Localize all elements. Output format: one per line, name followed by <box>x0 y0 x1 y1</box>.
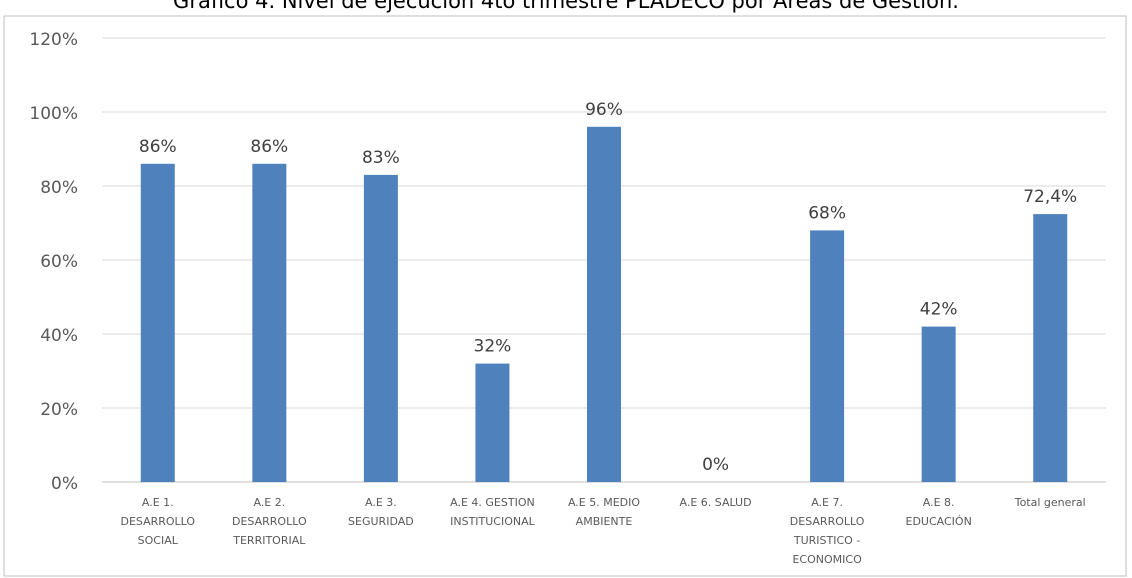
x-category-label: A.E 5. MEDIO <box>568 496 640 509</box>
chart-title: Gráfico 4. Nivel de ejecución 4to trimes… <box>173 0 959 13</box>
x-category-label: SOCIAL <box>138 534 179 547</box>
x-category-label: DESARROLLO <box>232 515 307 528</box>
y-tick-label: 20% <box>40 400 78 420</box>
x-category-label: A.E 1. <box>142 496 174 509</box>
x-category-label: AMBIENTE <box>576 515 633 528</box>
x-category-label: DESARROLLO <box>120 515 195 528</box>
y-tick-label: 100% <box>29 104 78 124</box>
y-tick-label: 80% <box>40 178 78 198</box>
bar <box>587 126 621 483</box>
bar <box>252 163 287 483</box>
data-label: 32% <box>474 337 512 357</box>
bar <box>140 163 175 483</box>
x-category-label: EDUCACIÓN <box>906 515 972 528</box>
chart-border <box>3 15 1127 577</box>
x-category-label: A.E 4. GESTION <box>450 496 535 509</box>
x-category-label: INSTITUCIONAL <box>450 515 536 528</box>
data-label: 96% <box>585 100 623 120</box>
x-category-label: A.E 3. <box>365 496 397 509</box>
bar <box>475 363 510 482</box>
bar <box>810 230 845 482</box>
y-tick-label: 60% <box>40 252 78 272</box>
data-label: 68% <box>808 203 846 223</box>
x-category-label: A.E 2. <box>253 496 285 509</box>
x-category-label: A.E 7. <box>811 496 843 509</box>
x-category-label: DESARROLLO <box>790 515 865 528</box>
data-label: 72,4% <box>1023 187 1077 207</box>
data-label: 0% <box>702 455 729 475</box>
y-tick-label: 40% <box>40 326 78 346</box>
bar <box>363 174 398 482</box>
x-category-label: SEGURIDAD <box>348 515 414 528</box>
data-label: 42% <box>920 300 958 320</box>
x-category-label: TERRITORIAL <box>232 534 306 547</box>
x-category-label: Total general <box>1014 496 1086 509</box>
x-category-label: A.E 6. SALUD <box>680 496 752 509</box>
data-label: 83% <box>362 148 400 168</box>
data-label: 86% <box>139 137 177 157</box>
y-tick-label: 120% <box>29 30 78 50</box>
bar <box>921 326 956 482</box>
x-category-label: A.E 8. <box>923 496 955 509</box>
bar <box>1033 214 1068 482</box>
x-category-label: TURISTICO - <box>793 534 860 547</box>
y-tick-label: 0% <box>51 474 78 494</box>
x-category-label: ECONOMICO <box>792 553 862 566</box>
data-label: 86% <box>250 137 288 157</box>
